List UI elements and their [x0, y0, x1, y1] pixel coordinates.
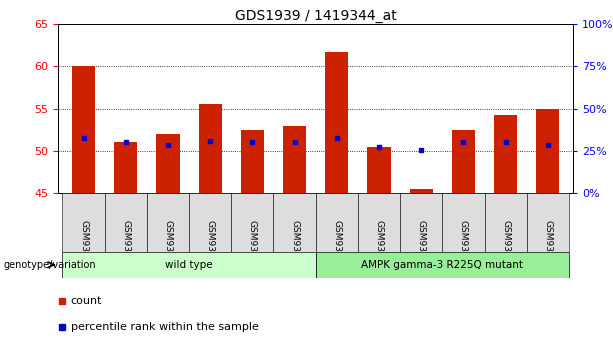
Bar — [316, 193, 358, 252]
Text: GSM93239: GSM93239 — [248, 219, 257, 269]
Text: GSM93234: GSM93234 — [543, 219, 552, 269]
Bar — [189, 193, 231, 252]
Bar — [316, 252, 569, 278]
Text: GSM93236: GSM93236 — [121, 219, 131, 269]
Bar — [147, 193, 189, 252]
Text: GSM93231: GSM93231 — [417, 219, 425, 269]
Text: GSM93235: GSM93235 — [79, 219, 88, 269]
Text: percentile rank within the sample: percentile rank within the sample — [70, 322, 259, 332]
Bar — [367, 147, 390, 193]
Bar — [72, 66, 95, 193]
Bar — [527, 193, 569, 252]
Bar — [199, 105, 222, 193]
Bar — [156, 134, 180, 193]
Bar — [273, 193, 316, 252]
Bar — [63, 252, 316, 278]
Bar — [63, 193, 105, 252]
Text: GSM93237: GSM93237 — [164, 219, 172, 269]
Text: count: count — [70, 296, 102, 306]
Text: genotype/variation: genotype/variation — [3, 260, 96, 270]
Text: GSM93232: GSM93232 — [459, 219, 468, 269]
Text: GSM93240: GSM93240 — [290, 219, 299, 269]
Text: GSM93238: GSM93238 — [206, 219, 215, 269]
Bar — [283, 126, 306, 193]
Bar — [443, 193, 484, 252]
Bar — [358, 193, 400, 252]
Title: GDS1939 / 1419344_at: GDS1939 / 1419344_at — [235, 9, 397, 23]
Bar — [494, 115, 517, 193]
Text: wild type: wild type — [166, 260, 213, 270]
Bar — [231, 193, 273, 252]
Bar — [400, 193, 443, 252]
Bar — [105, 193, 147, 252]
Bar — [536, 109, 560, 193]
Bar — [452, 130, 475, 193]
Text: GSM93230: GSM93230 — [375, 219, 384, 269]
Bar — [484, 193, 527, 252]
Text: AMPK gamma-3 R225Q mutant: AMPK gamma-3 R225Q mutant — [361, 260, 524, 270]
Bar — [114, 142, 137, 193]
Bar — [409, 189, 433, 193]
Text: GSM93229: GSM93229 — [332, 219, 341, 269]
Text: GSM93233: GSM93233 — [501, 219, 510, 269]
Bar — [325, 52, 348, 193]
Bar — [241, 130, 264, 193]
